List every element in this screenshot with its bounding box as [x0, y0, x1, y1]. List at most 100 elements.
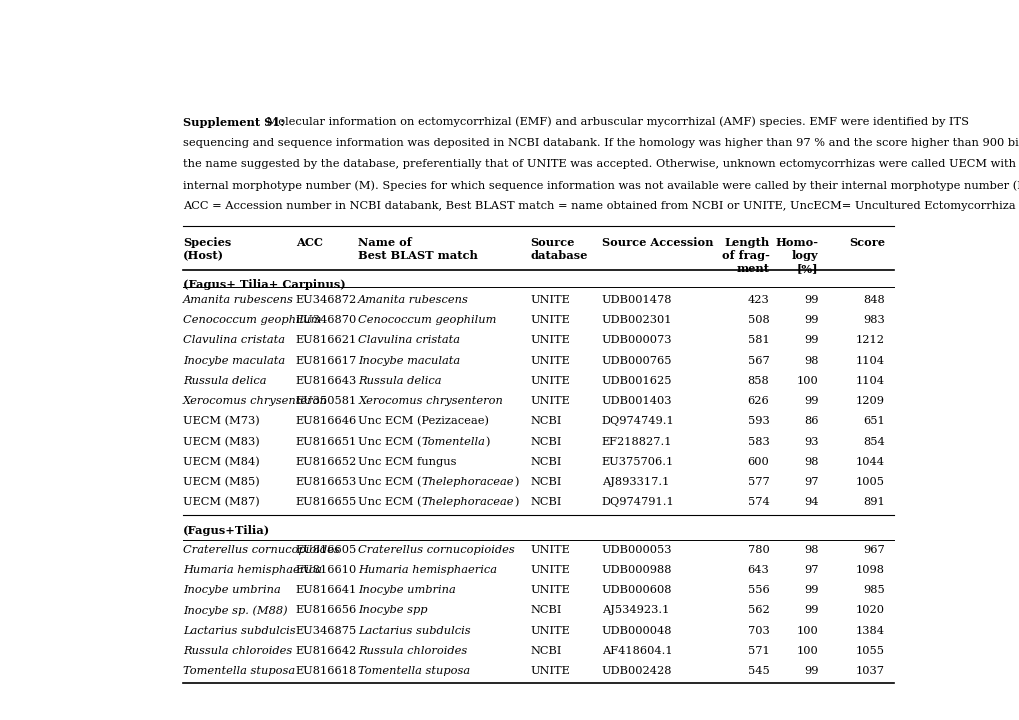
Text: Clavulina cristata: Clavulina cristata: [182, 336, 284, 346]
Text: Clavulina cristata: Clavulina cristata: [358, 336, 460, 346]
Text: UNITE: UNITE: [530, 396, 570, 406]
Text: AF418604.1: AF418604.1: [601, 646, 672, 656]
Text: NCBI: NCBI: [530, 646, 561, 656]
Text: Xerocomus chrysenteron: Xerocomus chrysenteron: [358, 396, 502, 406]
Text: EU816651: EU816651: [296, 436, 357, 446]
Text: the name suggested by the database, preferentially that of UNITE was accepted. O: the name suggested by the database, pref…: [182, 159, 1019, 169]
Text: 97: 97: [803, 477, 817, 487]
Text: 100: 100: [796, 376, 817, 386]
Text: Tomentella: Tomentella: [422, 436, 485, 446]
Text: EU816653: EU816653: [296, 477, 357, 487]
Text: Supplement S1:: Supplement S1:: [182, 117, 284, 128]
Text: 98: 98: [803, 356, 817, 366]
Text: 562: 562: [747, 606, 768, 616]
Text: UDB000053: UDB000053: [601, 544, 672, 554]
Text: 600: 600: [747, 456, 768, 467]
Text: Length
of frag-
ment: Length of frag- ment: [720, 237, 768, 274]
Text: Name of
Best BLAST match: Name of Best BLAST match: [358, 237, 478, 261]
Text: 703: 703: [747, 626, 768, 636]
Text: AJ534923.1: AJ534923.1: [601, 606, 668, 616]
Text: (Fagus+ Tilia+ Carpinus): (Fagus+ Tilia+ Carpinus): [182, 279, 345, 290]
Text: 100: 100: [796, 626, 817, 636]
Text: 651: 651: [862, 416, 883, 426]
Text: Inocybe maculata: Inocybe maculata: [182, 356, 284, 366]
Text: Molecular information on ectomycorrhizal (EMF) and arbuscular mycorrhizal (AMF) : Molecular information on ectomycorrhizal…: [263, 117, 968, 127]
Text: EU816641: EU816641: [296, 585, 357, 595]
Text: EU346872: EU346872: [296, 295, 357, 305]
Text: UECM (M73): UECM (M73): [182, 416, 259, 426]
Text: EU816621: EU816621: [296, 336, 357, 346]
Text: NCBI: NCBI: [530, 416, 561, 426]
Text: 99: 99: [803, 315, 817, 325]
Text: Score: Score: [848, 237, 883, 248]
Text: Cenococcum geophilum: Cenococcum geophilum: [358, 315, 496, 325]
Text: 1005: 1005: [855, 477, 883, 487]
Text: 1104: 1104: [855, 356, 883, 366]
Text: Unc ECM (: Unc ECM (: [358, 498, 422, 508]
Text: UDB000048: UDB000048: [601, 626, 672, 636]
Text: Xerocomus chrysenteron: Xerocomus chrysenteron: [182, 396, 327, 406]
Text: Russula chloroides: Russula chloroides: [358, 646, 467, 656]
Text: 858: 858: [747, 376, 768, 386]
Text: Unc ECM fungus: Unc ECM fungus: [358, 456, 457, 467]
Text: UNITE: UNITE: [530, 666, 570, 676]
Text: 86: 86: [803, 416, 817, 426]
Text: 643: 643: [747, 565, 768, 575]
Text: Source
database: Source database: [530, 237, 588, 261]
Text: sequencing and sequence information was deposited in NCBI databank. If the homol: sequencing and sequence information was …: [182, 138, 1019, 148]
Text: Inocybe maculata: Inocybe maculata: [358, 356, 460, 366]
Text: UDB000608: UDB000608: [601, 585, 672, 595]
Text: Lactarius subdulcis: Lactarius subdulcis: [182, 626, 296, 636]
Text: 94: 94: [803, 498, 817, 507]
Text: 99: 99: [803, 396, 817, 406]
Text: Inocybe umbrina: Inocybe umbrina: [182, 585, 280, 595]
Text: Craterellus cornucopioides: Craterellus cornucopioides: [182, 544, 339, 554]
Text: Russula delica: Russula delica: [358, 376, 441, 386]
Text: internal morphotype number (M). Species for which sequence information was not a: internal morphotype number (M). Species …: [182, 180, 1019, 191]
Text: UDB002301: UDB002301: [601, 315, 672, 325]
Text: 1212: 1212: [855, 336, 883, 346]
Text: UNITE: UNITE: [530, 315, 570, 325]
Text: 571: 571: [747, 646, 768, 656]
Text: UDB002428: UDB002428: [601, 666, 672, 676]
Text: 545: 545: [747, 666, 768, 676]
Text: NCBI: NCBI: [530, 456, 561, 467]
Text: (Fagus+Tilia): (Fagus+Tilia): [182, 525, 270, 536]
Text: Unc ECM (Pezizaceae): Unc ECM (Pezizaceae): [358, 416, 489, 426]
Text: NCBI: NCBI: [530, 606, 561, 616]
Text: EU816656: EU816656: [296, 606, 357, 616]
Text: EU375706.1: EU375706.1: [601, 456, 674, 467]
Text: Inocybe umbrina: Inocybe umbrina: [358, 585, 455, 595]
Text: 1055: 1055: [855, 646, 883, 656]
Text: UDB000988: UDB000988: [601, 565, 672, 575]
Text: 854: 854: [862, 436, 883, 446]
Text: Tomentella stuposa: Tomentella stuposa: [182, 666, 294, 676]
Text: 93: 93: [803, 436, 817, 446]
Text: 99: 99: [803, 336, 817, 346]
Text: Unc ECM (: Unc ECM (: [358, 477, 422, 487]
Text: UNITE: UNITE: [530, 356, 570, 366]
Text: 985: 985: [862, 585, 883, 595]
Text: 583: 583: [747, 436, 768, 446]
Text: 574: 574: [747, 498, 768, 507]
Text: 626: 626: [747, 396, 768, 406]
Text: UECM (M83): UECM (M83): [182, 436, 259, 447]
Text: Inocybe sp. (M88): Inocybe sp. (M88): [182, 606, 287, 616]
Text: Tomentella stuposa: Tomentella stuposa: [358, 666, 470, 676]
Text: 99: 99: [803, 295, 817, 305]
Text: NCBI: NCBI: [530, 498, 561, 507]
Text: 100: 100: [796, 646, 817, 656]
Text: Thelephoraceae: Thelephoraceae: [422, 477, 514, 487]
Text: UNITE: UNITE: [530, 295, 570, 305]
Text: Cenococcum geophilum: Cenococcum geophilum: [182, 315, 321, 325]
Text: 1209: 1209: [855, 396, 883, 406]
Text: 567: 567: [747, 356, 768, 366]
Text: EU816646: EU816646: [296, 416, 357, 426]
Text: 99: 99: [803, 585, 817, 595]
Text: Source Accession: Source Accession: [601, 237, 712, 248]
Text: EU816605: EU816605: [296, 544, 357, 554]
Text: Craterellus cornucopioides: Craterellus cornucopioides: [358, 544, 515, 554]
Text: UDB001403: UDB001403: [601, 396, 672, 406]
Text: AJ893317.1: AJ893317.1: [601, 477, 668, 487]
Text: EU816655: EU816655: [296, 498, 357, 507]
